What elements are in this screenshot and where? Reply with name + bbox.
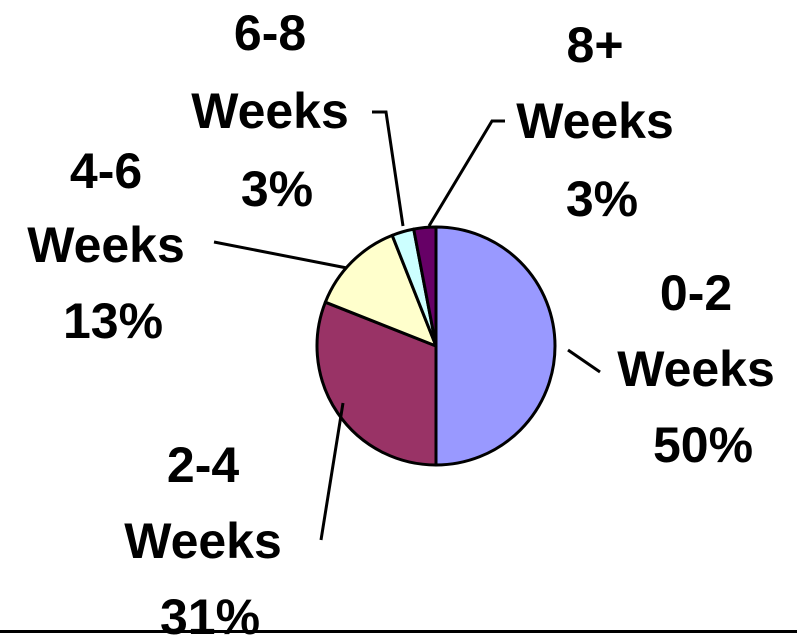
leader-line-4-6-weeks: [213, 240, 348, 270]
pie-slices: [315, 225, 557, 467]
slice-label-range: 8+: [567, 17, 624, 73]
bottom-divider: [0, 630, 797, 633]
slice-label-period: Weeks: [27, 217, 185, 273]
slice-label-percent: 50%: [653, 417, 753, 473]
slice-label-percent: 31%: [160, 589, 260, 636]
leader-line-8-weeks: [427, 119, 505, 227]
leader-lines: [213, 110, 601, 541]
slice-label-range: 2-4: [167, 437, 239, 493]
leader-line-0-2-weeks: [567, 348, 601, 374]
slice-label-period: Weeks: [617, 341, 775, 397]
pie-slice-4-6-weeks: [323, 233, 438, 348]
pie-slice-8-weeks: [412, 225, 438, 348]
slice-label-period: Weeks: [516, 93, 674, 149]
pie-slice-0-2-weeks: [434, 225, 557, 467]
leader-line-6-8-weeks: [372, 110, 405, 227]
slice-label-2-4-weeks: 2-4 Weeks 31%: [124, 437, 295, 636]
slice-label-4-6-weeks: 4-6 Weeks 13%: [27, 143, 198, 349]
leader-line-2-4-weeks: [319, 402, 345, 541]
pie-slice-2-4-weeks: [315, 300, 438, 467]
slice-label-percent: 13%: [63, 293, 163, 349]
slice-label-percent: 3%: [241, 161, 313, 217]
slice-label-percent: 3%: [566, 171, 638, 227]
slice-label-6-8-weeks: 6-8 Weeks 3%: [191, 5, 362, 217]
slice-label-range: 6-8: [234, 5, 306, 61]
slice-label-period: Weeks: [191, 83, 349, 139]
slice-label-0-2-weeks: 0-2 Weeks 50%: [617, 265, 788, 473]
slice-label-range: 0-2: [660, 265, 732, 321]
slice-label-8-plus-weeks: 8+ Weeks 3%: [516, 17, 687, 227]
slice-label-range: 4-6: [70, 143, 142, 199]
slice-label-period: Weeks: [124, 513, 282, 569]
